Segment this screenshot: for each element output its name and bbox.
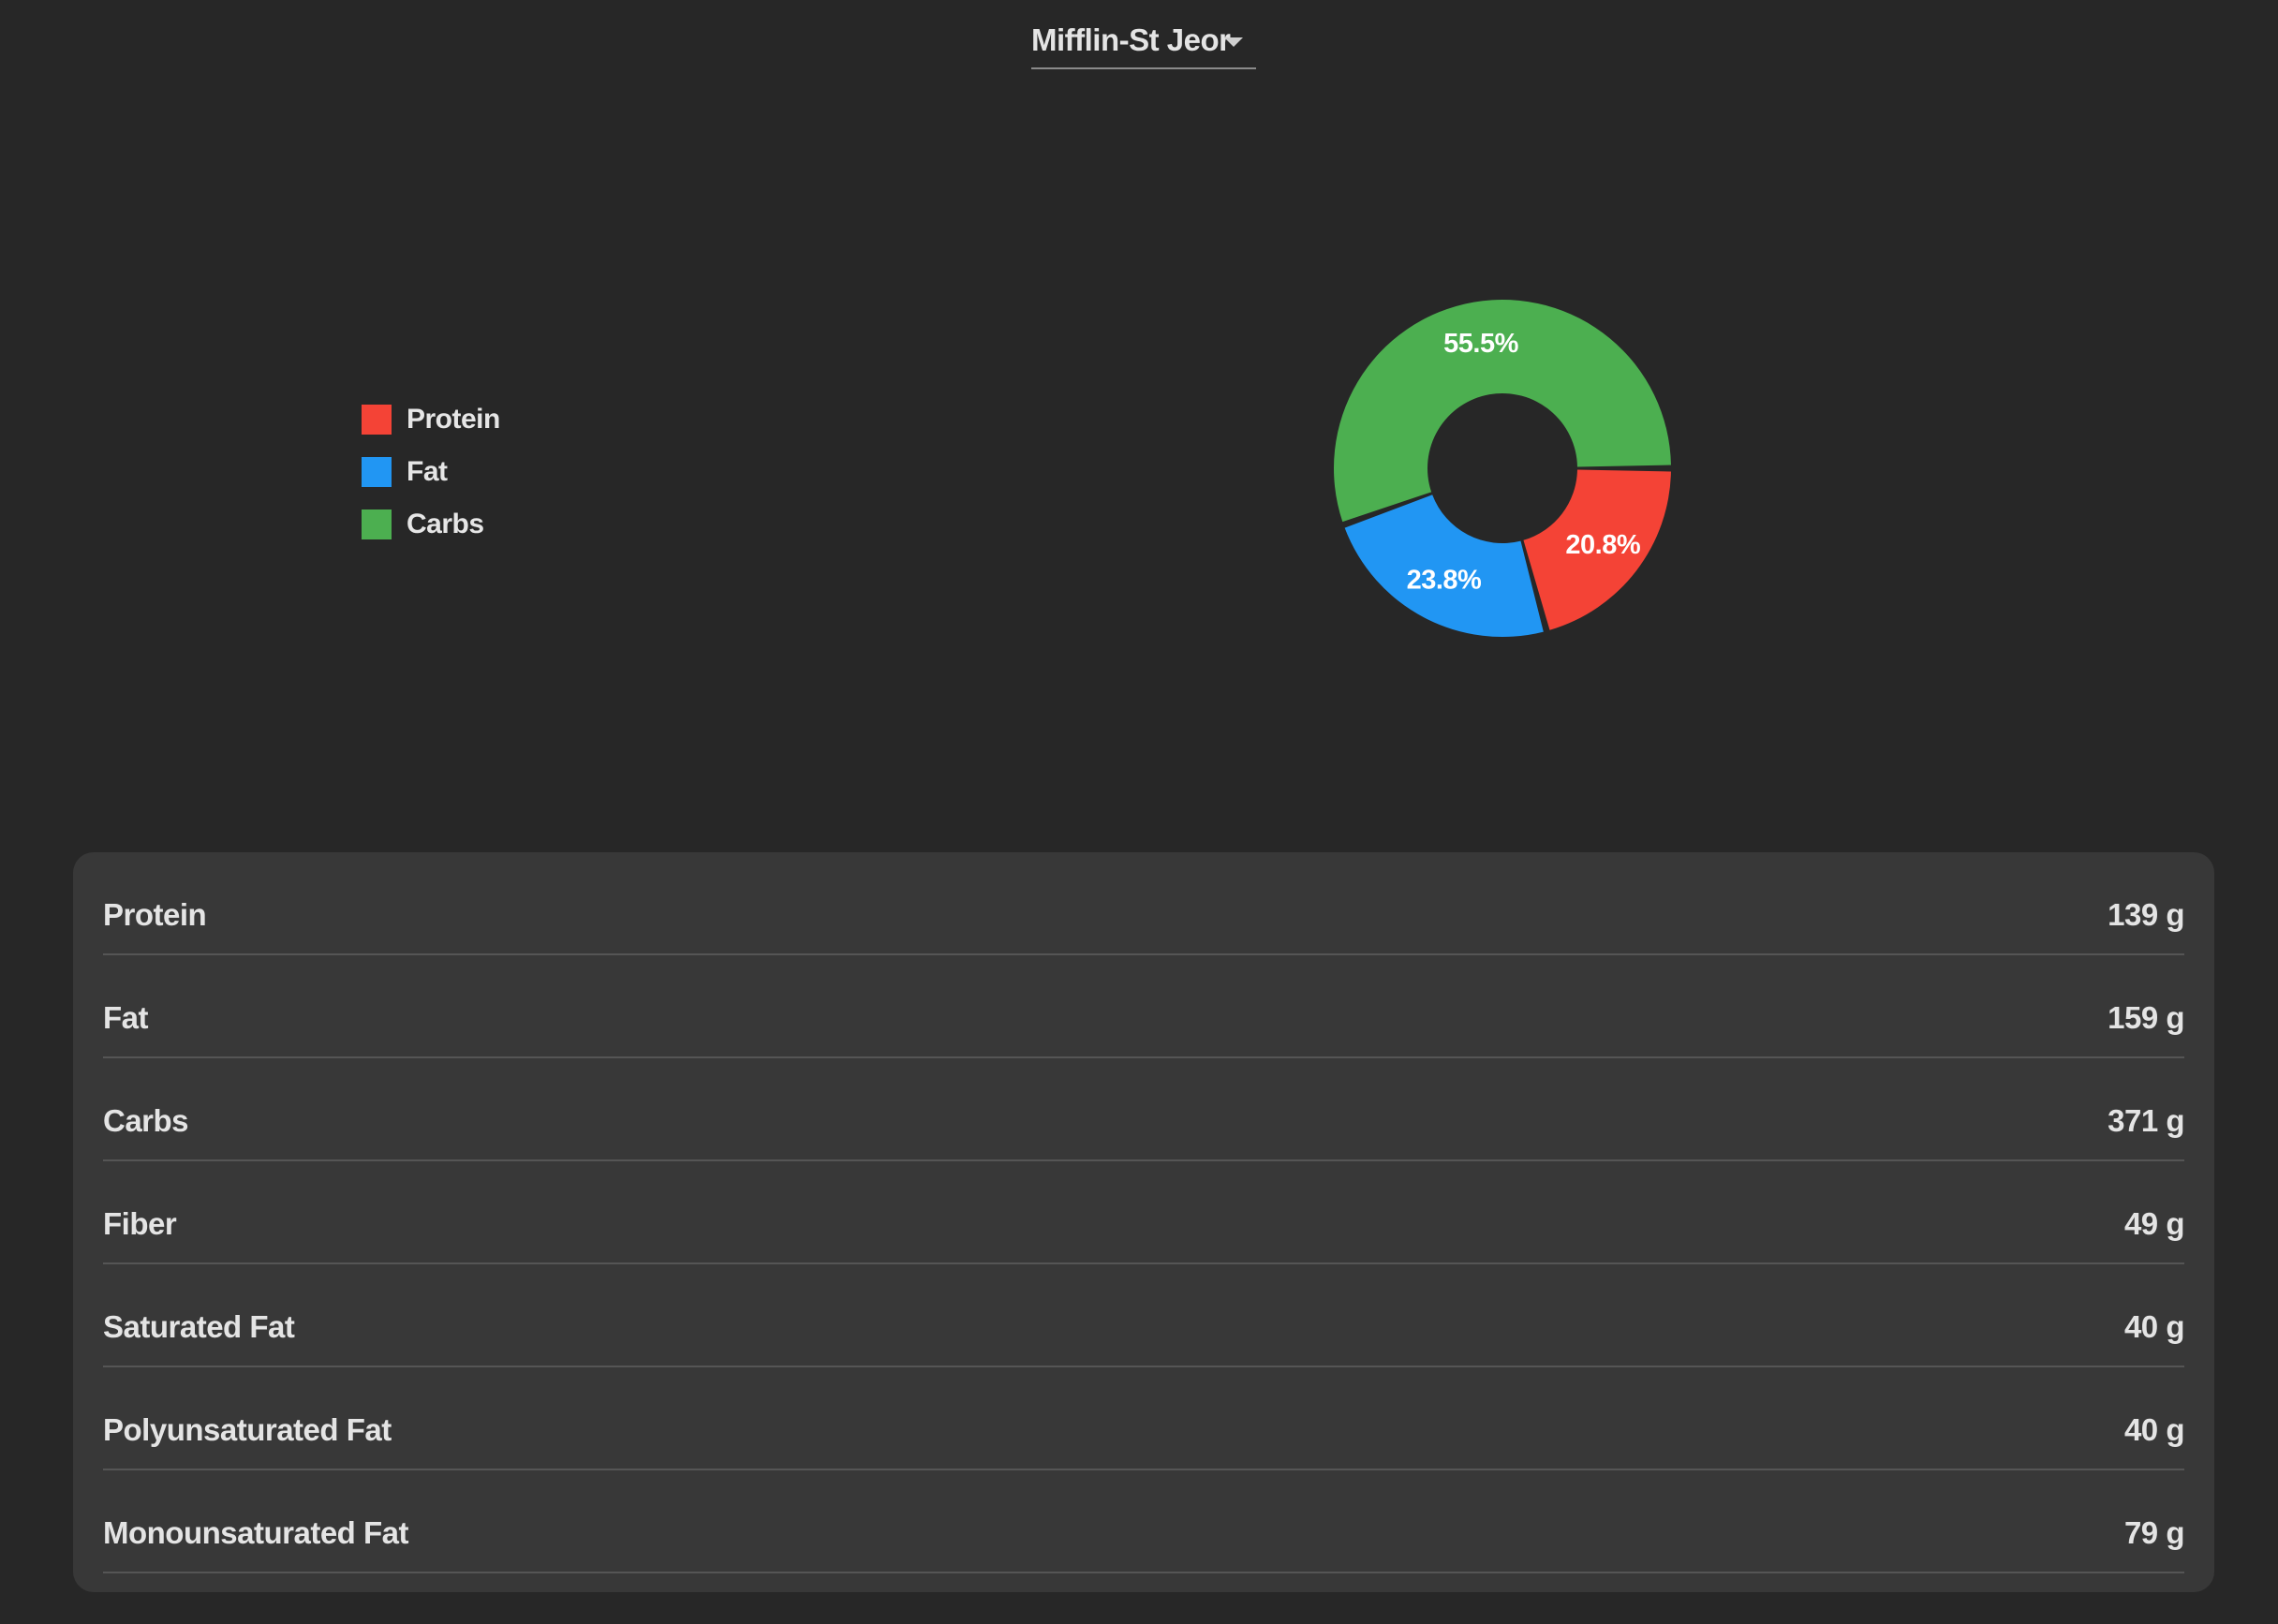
nutrient-value: 371 g bbox=[2108, 1103, 2184, 1138]
nutrient-value: 159 g bbox=[2108, 1000, 2184, 1035]
chevron-down-icon[interactable] bbox=[1224, 37, 1243, 47]
legend-swatch-carbs bbox=[362, 509, 392, 539]
nutrient-value: 40 g bbox=[2123, 1309, 2185, 1344]
legend-label-carbs: Carbs bbox=[407, 509, 484, 539]
nutrient-name: Monounsaturated Fat bbox=[103, 1515, 409, 1550]
table-row: Fiber 49 g bbox=[103, 1161, 2185, 1264]
nutrient-table: Protein 139 g Fat 159 g Carbs 371 g Fibe… bbox=[73, 852, 2214, 1592]
macro-donut-chart: 20.8% 23.8% 55.5% bbox=[1315, 281, 1690, 656]
legend-swatch-fat bbox=[362, 457, 392, 487]
slice-label-protein: 20.8% bbox=[1565, 530, 1640, 560]
slice-label-fat: 23.8% bbox=[1407, 566, 1482, 596]
nutrient-name: Polyunsaturated Fat bbox=[103, 1412, 392, 1447]
table-row: Carbs 371 g bbox=[103, 1058, 2184, 1161]
formula-dropdown[interactable]: Mifflin-St Jeor bbox=[1031, 17, 1256, 69]
nutrient-name: Saturated Fat bbox=[103, 1309, 295, 1344]
nutrient-value: 79 g bbox=[2123, 1515, 2185, 1550]
legend-swatch-protein bbox=[362, 405, 392, 435]
slice-label-carbs: 55.5% bbox=[1443, 329, 1518, 359]
chart-legend: Protein Fat Carbs bbox=[362, 393, 500, 551]
legend-item-fat[interactable]: Fat bbox=[362, 446, 500, 498]
nutrient-value: 40 g bbox=[2123, 1412, 2185, 1447]
nutrient-name: Fiber bbox=[103, 1206, 177, 1241]
table-row: Polyunsaturated Fat 40 g bbox=[103, 1367, 2185, 1470]
nutrient-name: Fat bbox=[103, 1000, 149, 1035]
donut-svg: 20.8% 23.8% 55.5% bbox=[1334, 300, 1671, 637]
nutrient-name: Carbs bbox=[103, 1103, 189, 1138]
legend-label-protein: Protein bbox=[407, 404, 500, 435]
nutrient-value: 139 g bbox=[2108, 897, 2184, 932]
donut-slice-carbs[interactable] bbox=[1334, 300, 1671, 523]
legend-item-carbs[interactable]: Carbs bbox=[362, 498, 500, 551]
legend-item-protein[interactable]: Protein bbox=[362, 393, 500, 446]
donut-slice-protein[interactable] bbox=[1523, 469, 1671, 630]
table-row: Saturated Fat 40 g bbox=[103, 1264, 2185, 1367]
donut-slice-fat[interactable] bbox=[1344, 495, 1544, 637]
table-row: Monounsaturated Fat 79 g bbox=[103, 1470, 2185, 1573]
nutrient-value: 49 g bbox=[2123, 1206, 2185, 1241]
table-row: Fat 159 g bbox=[103, 955, 2184, 1058]
nutrient-name: Protein bbox=[103, 897, 207, 932]
legend-label-fat: Fat bbox=[407, 456, 448, 487]
table-row: Protein 139 g bbox=[103, 852, 2184, 955]
formula-dropdown-value: Mifflin-St Jeor bbox=[1031, 22, 1231, 57]
